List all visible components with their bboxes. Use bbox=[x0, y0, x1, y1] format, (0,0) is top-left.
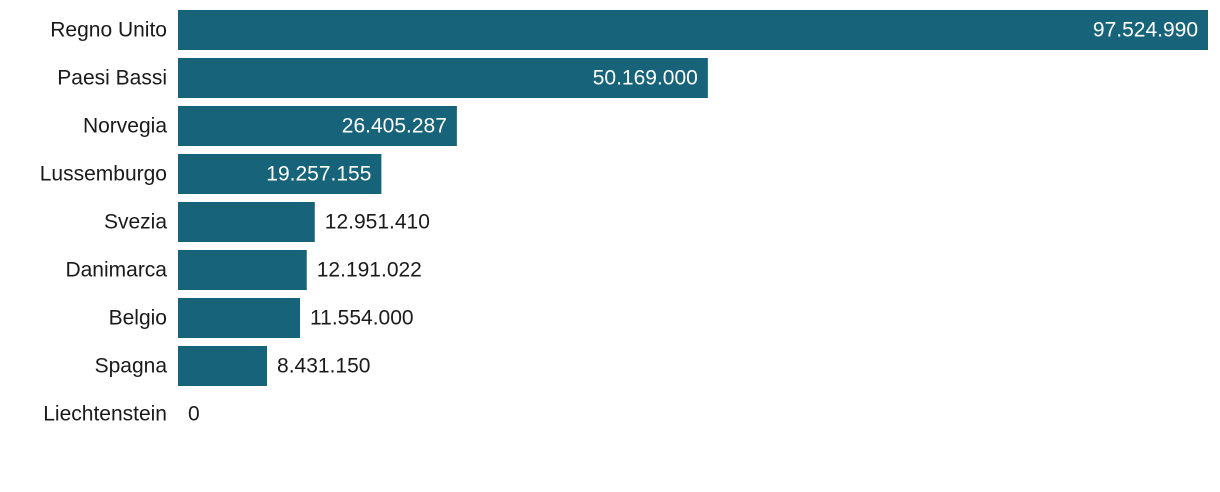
bar bbox=[178, 106, 457, 146]
category-labels: Regno Unito Paesi Bassi Norvegia Lussemburg… bbox=[40, 19, 168, 426]
bar bbox=[178, 202, 315, 242]
value-label: 0 bbox=[188, 403, 200, 426]
category-label: Paesi Bassi bbox=[57, 67, 167, 90]
bar bbox=[178, 58, 708, 98]
category-label: Danimarca bbox=[65, 259, 167, 282]
value-label: 12.191.022 bbox=[317, 259, 422, 282]
value-label: 50.169.000 bbox=[593, 67, 698, 90]
bar bbox=[178, 154, 382, 194]
value-label: 97.524.990 bbox=[1093, 19, 1198, 42]
category-label: Liechtenstein bbox=[43, 403, 167, 426]
category-label: Spagna bbox=[95, 355, 168, 378]
value-label: 12.951.410 bbox=[325, 211, 430, 234]
value-label: 26.405.287 bbox=[342, 115, 447, 138]
value-label: 11.554.000 bbox=[310, 307, 414, 330]
value-labels: 97.524.990 50.169.000 26.405.287 19.257.155… bbox=[188, 19, 1198, 426]
category-label: Norvegia bbox=[83, 115, 167, 138]
category-label: Lussemburgo bbox=[40, 163, 167, 186]
category-label: Regno Unito bbox=[50, 19, 167, 42]
bar bbox=[178, 10, 1208, 50]
category-label: Belgio bbox=[109, 307, 167, 330]
bar bbox=[178, 346, 268, 386]
bars bbox=[178, 10, 1208, 386]
bar bbox=[178, 250, 307, 290]
bar bbox=[178, 298, 301, 338]
category-label: Svezia bbox=[104, 211, 167, 234]
value-label: 8.431.150 bbox=[277, 355, 370, 378]
value-label: 19.257.155 bbox=[266, 163, 371, 186]
